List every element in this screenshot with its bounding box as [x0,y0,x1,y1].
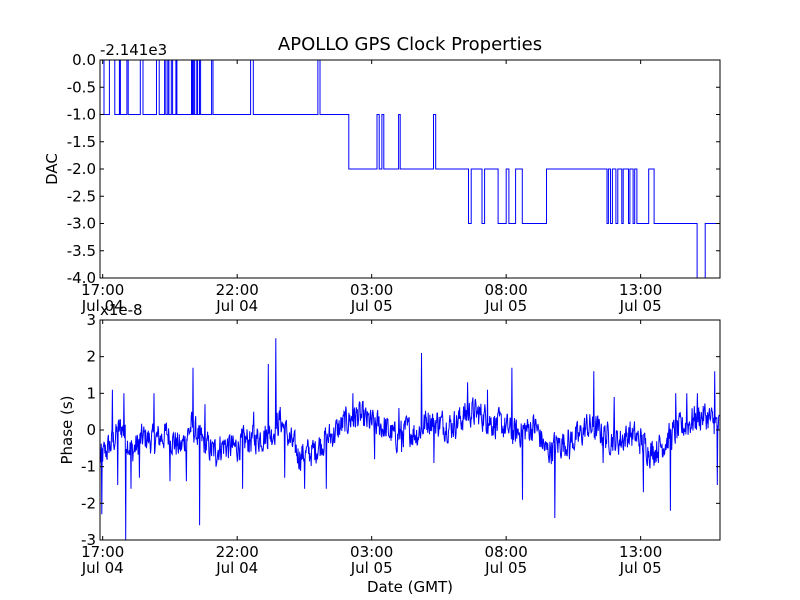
dac-x-tick-label-date: Jul 04 [215,297,258,315]
dac-x-tick-label-time: 03:00 [350,281,393,299]
dac-x-tick-label-date: Jul 05 [484,297,527,315]
dac-series [100,59,720,279]
phase-line [99,338,721,541]
dac-y-axis-label: DAC [43,153,61,185]
phase-x-tick-label-time: 13:00 [619,543,662,561]
chart-title: APOLLO GPS Clock Properties [278,34,542,55]
phase-x-tick-label-time: 22:00 [216,543,259,561]
dac-y-tick-label: 0.0 [72,51,96,69]
phase-offset-label: x1e-8 [100,301,143,319]
phase-y-tick-label: 3 [86,311,96,329]
phase-y-tick-label: -2 [81,494,96,512]
phase-y-tick-label: 2 [86,348,96,366]
dac-line [100,59,720,279]
phase-x-tick-label-time: 08:00 [485,543,528,561]
dac-x-tick-label-time: 08:00 [485,281,528,299]
phase-y-tick-label: 1 [86,384,96,402]
dac-y-tick-label: -3.5 [67,242,96,260]
phase-x-tick-label-date: Jul 04 [81,559,124,577]
phase-x-tick-label-date: Jul 05 [484,559,527,577]
phase-y-tick-label: -3 [81,531,96,549]
dac-x-tick-label-date: Jul 04 [81,297,124,315]
dac-y-tick-label: -0.5 [67,78,96,96]
phase-y-tick-label: -1 [81,458,96,476]
dac-x-tick-label-time: 17:00 [81,281,124,299]
phase-x-tick-label-date: Jul 05 [350,559,393,577]
phase-x-tick-label-date: Jul 05 [619,559,662,577]
phase-y-tick-label: 0 [86,421,96,439]
x-axis-label: Date (GMT) [367,578,453,596]
phase-x-tick-label-time: 03:00 [350,543,393,561]
dac-axes: 0.0 -0.5 -1.0 -1.5 -2.0 -2.5 -3.0 -3.5 -4.017:00… [43,41,721,315]
phase-x-tick-label-time: 17:00 [81,543,124,561]
phase-x-tick-label-date: Jul 04 [215,559,258,577]
phase-series [99,338,721,541]
dac-x-tick-label-date: Jul 05 [619,297,662,315]
dac-x-tick-label-date: Jul 05 [350,297,393,315]
dac-offset-label: -2.141e3 [100,41,167,59]
dac-y-tick-label: -1.0 [67,106,96,124]
dac-y-tick-label: -3.0 [67,215,96,233]
dac-y-tick-label: -4.0 [67,269,96,287]
dac-x-tick-label-time: 13:00 [619,281,662,299]
dac-y-tick-label: -1.5 [67,133,96,151]
phase-y-axis-label: Phase (s) [58,395,76,464]
dac-y-tick-label: -2.5 [67,187,96,205]
dac-x-tick-label-time: 22:00 [216,281,259,299]
dac-y-tick-label: -2.0 [67,160,96,178]
